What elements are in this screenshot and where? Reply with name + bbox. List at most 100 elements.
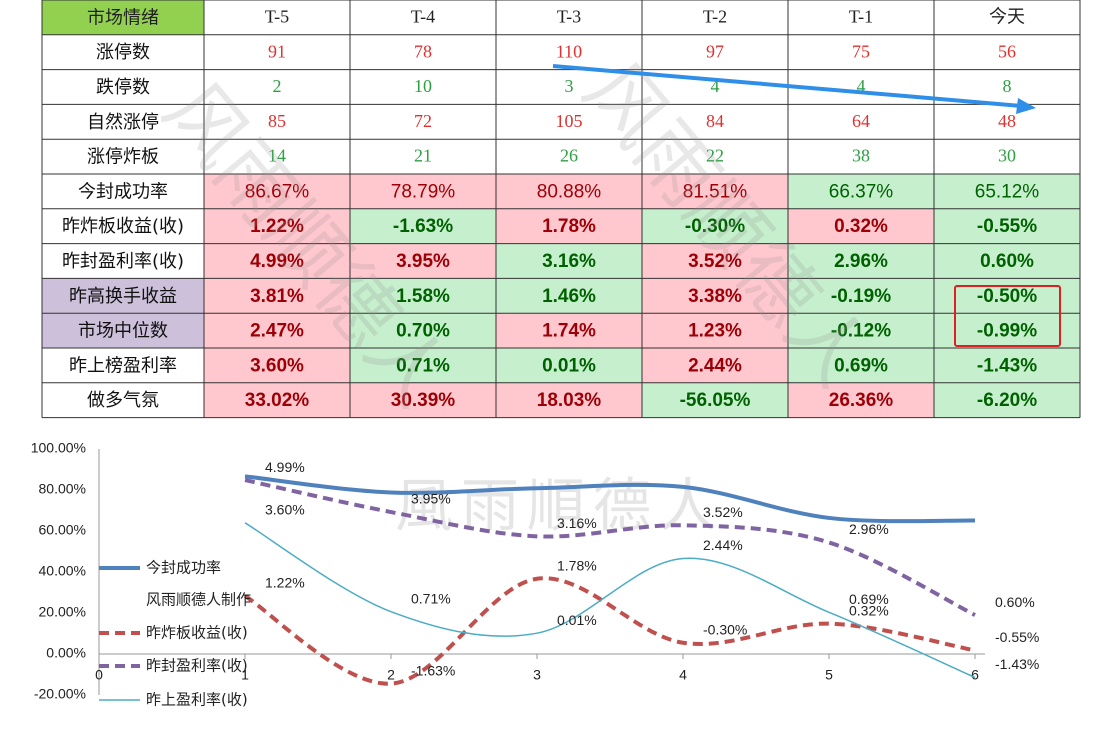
- cell-text: 1.23%: [688, 321, 742, 342]
- cell-text: 0.01%: [542, 355, 596, 376]
- data-label: 3.52%: [703, 504, 743, 520]
- cell-text: 4: [711, 76, 720, 96]
- y-tick-label: 80.00%: [39, 481, 86, 497]
- legend-label: 今封成功率: [146, 559, 221, 577]
- cell-text: 0.69%: [834, 355, 888, 376]
- cell: [496, 313, 642, 348]
- data-label: 0.60%: [995, 594, 1035, 610]
- cell: [496, 243, 642, 279]
- row-label: 跌停数: [96, 77, 150, 98]
- cell-text: 21: [414, 146, 432, 166]
- row-label: 市场中位数: [78, 321, 168, 342]
- series-line: [244, 474, 976, 524]
- cell-text: 105: [556, 111, 583, 131]
- cell-text: 48: [998, 111, 1016, 131]
- header-cell: [788, 0, 934, 35]
- cell-text: 4: [857, 76, 866, 96]
- row-label-cell: [42, 243, 204, 279]
- cell: [642, 174, 788, 209]
- y-tick-label: 60.00%: [39, 522, 86, 538]
- row-label: 做多气氛: [87, 390, 159, 411]
- cell: [350, 208, 496, 244]
- cell: [350, 278, 496, 314]
- legend-label: 风雨顺德人制作: [146, 591, 251, 609]
- series-line: [244, 522, 976, 679]
- cell: [204, 243, 350, 279]
- cell: [642, 382, 788, 418]
- cell: [204, 174, 350, 209]
- cell: [350, 243, 496, 279]
- row-label-cell: [42, 348, 204, 383]
- cell-text: 1.22%: [250, 216, 304, 237]
- cell: [204, 139, 350, 174]
- data-label: 3.95%: [411, 491, 451, 507]
- cell: [204, 382, 350, 418]
- cell: [934, 382, 1080, 418]
- cell-text: 86.67%: [245, 181, 310, 202]
- cell: [934, 313, 1080, 348]
- cell: [642, 104, 788, 140]
- legend-label: 昨上盈利率(收): [146, 691, 248, 709]
- cell: [642, 34, 788, 70]
- cell: [788, 208, 934, 244]
- data-label: 4.99%: [265, 459, 305, 475]
- x-tick-label: 4: [679, 667, 687, 683]
- row-label-cell: [42, 104, 204, 140]
- cell-text: 18.03%: [537, 390, 602, 411]
- cell-text: 22: [706, 146, 724, 166]
- cell-text: 4.99%: [250, 251, 304, 272]
- data-label: -0.55%: [995, 629, 1039, 645]
- row-label-cell: [42, 278, 204, 314]
- cell: [204, 348, 350, 383]
- cell: [788, 278, 934, 314]
- cell-text: 1.46%: [542, 286, 596, 307]
- cell-text: 10: [414, 76, 432, 96]
- cell-text: 3.38%: [688, 286, 742, 307]
- cell-text: 1.58%: [396, 286, 450, 307]
- cell: [642, 348, 788, 383]
- cell-text: -0.55%: [977, 216, 1037, 237]
- y-tick-label: 0.00%: [46, 645, 86, 661]
- cell-text: 30: [998, 146, 1016, 166]
- cell-text: 3: [565, 76, 574, 96]
- cell-text: 65.12%: [975, 181, 1040, 202]
- cell-text: 84: [706, 111, 724, 131]
- header-cell: [496, 0, 642, 35]
- cell-text: 0.71%: [396, 355, 450, 376]
- annotation-arrowhead: [1016, 98, 1036, 114]
- cell-text: 72: [414, 111, 432, 131]
- cell-text: 3.95%: [396, 251, 450, 272]
- cell: [934, 278, 1080, 314]
- cell-text: 8: [1003, 76, 1012, 96]
- cell-text: 0.60%: [980, 251, 1034, 272]
- cell-text: 1.78%: [542, 216, 596, 237]
- x-tick-label: 1: [241, 667, 249, 683]
- row-label: 涨停炸板: [87, 147, 159, 168]
- cell: [204, 208, 350, 244]
- cell: [204, 104, 350, 140]
- cell-text: 97: [706, 41, 724, 61]
- cell-text: 78.79%: [391, 181, 456, 202]
- header-text: T-1: [849, 7, 873, 27]
- row-label-cell: [42, 208, 204, 244]
- row-label: 昨高换手收益: [69, 286, 177, 307]
- cell-text: 110: [556, 41, 582, 61]
- row-label: 今封成功率: [78, 181, 168, 202]
- cell-text: 26: [560, 146, 578, 166]
- row-label-cell: [42, 382, 204, 418]
- cell: [788, 34, 934, 70]
- cell-text: -0.99%: [977, 321, 1037, 342]
- row-label-cell: [42, 34, 204, 70]
- cell: [204, 69, 350, 105]
- header-text: 市场情绪: [87, 7, 159, 28]
- data-label: 0.32%: [849, 602, 889, 618]
- legend-label: 昨炸板收益(收): [146, 624, 248, 642]
- cell-text: -0.19%: [831, 286, 891, 307]
- header-text: T-3: [557, 7, 581, 27]
- row-label: 昨炸板收益(收): [62, 216, 184, 237]
- cell: [642, 313, 788, 348]
- cell: [496, 69, 642, 105]
- cell: [934, 208, 1080, 244]
- data-label: 1.22%: [265, 575, 305, 591]
